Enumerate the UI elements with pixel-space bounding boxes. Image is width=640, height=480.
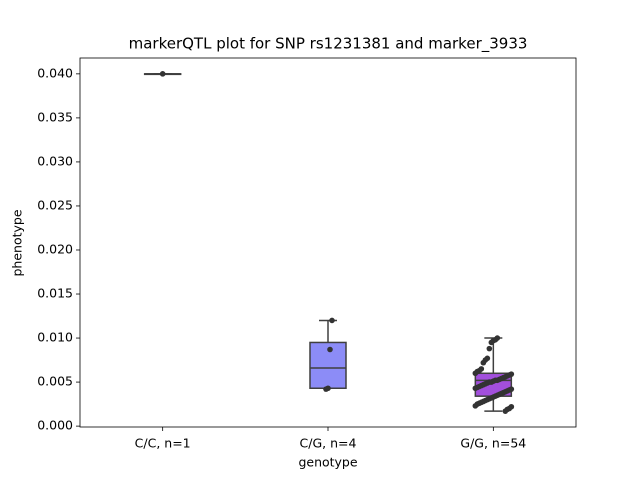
data-point xyxy=(486,345,493,352)
x-tick-label: G/G, n=54 xyxy=(460,436,526,451)
y-tick-label: 0.030 xyxy=(37,153,73,168)
y-tick-label: 0.005 xyxy=(37,374,73,389)
x-tick-label: C/G, n=4 xyxy=(300,436,357,451)
chart-title: markerQTL plot for SNP rs1231381 and mar… xyxy=(129,35,528,54)
y-tick-label: 0.000 xyxy=(37,418,73,433)
y-tick-label: 0.035 xyxy=(37,109,73,124)
data-point xyxy=(472,403,479,409)
data-point xyxy=(159,71,166,77)
y-tick-label: 0.010 xyxy=(37,330,73,345)
data-point xyxy=(327,346,333,353)
x-tick-label: C/C, n=1 xyxy=(135,436,191,451)
y-tick-label: 0.025 xyxy=(37,197,73,212)
y-tick-label: 0.020 xyxy=(37,241,73,256)
data-point xyxy=(480,359,487,366)
data-point xyxy=(502,408,509,414)
data-point xyxy=(472,385,479,392)
data-point xyxy=(472,370,479,377)
plot-frame xyxy=(79,57,577,428)
data-point xyxy=(329,317,335,324)
x-axis-label: genotype xyxy=(298,455,357,470)
data-point xyxy=(323,386,329,392)
y-tick-label: 0.015 xyxy=(37,286,73,301)
data-point xyxy=(488,339,495,346)
y-tick-label: 0.040 xyxy=(37,65,73,80)
y-axis-label: phenotype xyxy=(10,209,25,276)
